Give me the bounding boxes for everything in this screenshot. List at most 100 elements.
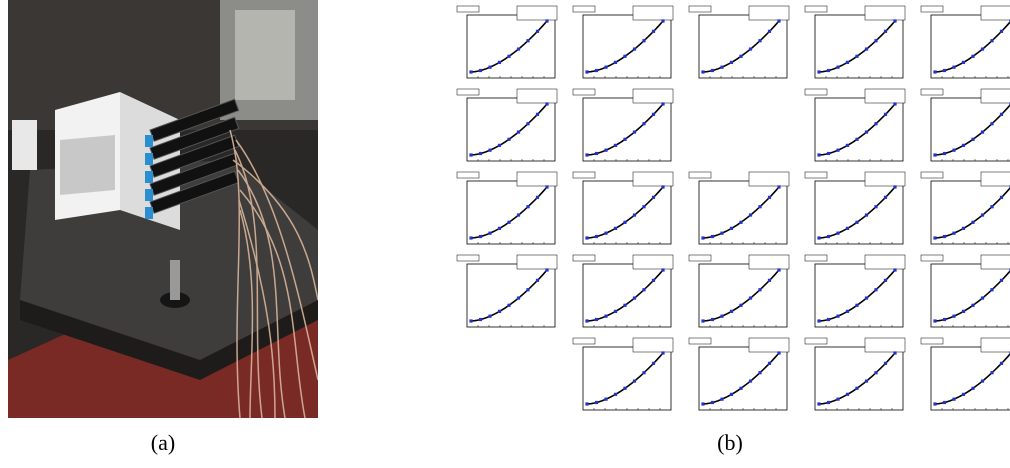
- mini-fit-curve: [470, 103, 548, 156]
- mini-point: [767, 195, 772, 199]
- mini-point: [883, 195, 888, 199]
- mini-point: [642, 371, 646, 375]
- mini-point: [526, 39, 530, 43]
- mini-stats-box: [980, 254, 1010, 270]
- mini-point: [661, 102, 665, 106]
- mini-point: [497, 309, 502, 313]
- mini-stats-box: [516, 5, 558, 21]
- mini-point: [642, 122, 646, 126]
- mini-plot-frame: [814, 180, 904, 245]
- mini-point: [478, 317, 483, 322]
- panel-label: (a): [151, 430, 175, 455]
- mini-point: [971, 220, 975, 224]
- mini-point: [701, 70, 705, 74]
- mini-point: [623, 303, 627, 307]
- mini-point: [826, 151, 831, 156]
- mini-plot-frame: [698, 14, 788, 79]
- mini-title-box: [804, 171, 828, 179]
- mini-point: [855, 54, 859, 58]
- mini-point: [855, 220, 859, 224]
- mini-point: [961, 60, 966, 64]
- mini-fit-curve: [934, 20, 1010, 73]
- mini-point: [604, 314, 608, 318]
- mini-point: [651, 112, 656, 116]
- mini-point: [651, 361, 656, 365]
- mini-point: [817, 402, 821, 406]
- mini-point: [855, 303, 859, 307]
- mini-point: [661, 268, 665, 272]
- mini-point: [516, 296, 521, 300]
- mini-point: [893, 351, 897, 355]
- mini-point: [545, 102, 549, 106]
- mini-title-box: [920, 5, 944, 13]
- mini-point: [893, 102, 897, 106]
- mini-plot-frame: [582, 97, 672, 162]
- mini-point: [488, 231, 492, 235]
- mini-point: [516, 213, 521, 217]
- mini-point: [942, 68, 947, 73]
- mini-fit-curve: [818, 186, 896, 239]
- mini-point: [594, 234, 599, 239]
- mini-plot-frame: [582, 14, 672, 79]
- mini-title-box: [688, 254, 712, 262]
- mini-fit-curve: [818, 269, 896, 322]
- mini-point: [623, 54, 627, 58]
- mini-fit-curve: [702, 20, 780, 73]
- mini-stats-box: [980, 337, 1010, 353]
- mini-point: [777, 351, 781, 355]
- mini-point: [585, 70, 589, 74]
- mini-point: [883, 361, 888, 365]
- mini-point: [701, 319, 705, 323]
- mini-stats-box: [748, 337, 790, 353]
- mini-point: [855, 137, 859, 141]
- mini-stats-box: [864, 254, 906, 270]
- mini-plot-frame: [814, 14, 904, 79]
- mini-fit-curve: [702, 186, 780, 239]
- mini-point: [999, 278, 1004, 282]
- mini-stats-box: [980, 5, 1010, 21]
- mini-point: [739, 220, 743, 224]
- mini-fit-curve: [586, 103, 664, 156]
- mini-point: [729, 226, 734, 230]
- mini-point: [469, 70, 473, 74]
- mini-fit-curve: [586, 186, 664, 239]
- mini-fit-curve: [702, 352, 780, 405]
- mini-point: [701, 402, 705, 406]
- mini-point: [710, 68, 715, 73]
- mini-title-box: [572, 254, 596, 262]
- mini-title-box: [456, 88, 480, 96]
- mini-stats-box: [864, 5, 906, 21]
- mini-title-box: [572, 171, 596, 179]
- mini-point: [469, 319, 473, 323]
- mini-plot-frame: [814, 97, 904, 162]
- mini-point: [623, 137, 627, 141]
- mini-point: [999, 195, 1004, 199]
- mini-point: [758, 288, 762, 292]
- mini-stats-box: [516, 88, 558, 104]
- mini-point: [632, 47, 637, 51]
- mini-point: [817, 70, 821, 74]
- mini-point: [933, 236, 937, 240]
- mini-point: [893, 185, 897, 189]
- mini-plot-frame: [698, 180, 788, 245]
- mini-point: [526, 122, 530, 126]
- mini-point: [535, 112, 540, 116]
- mini-point: [767, 361, 772, 365]
- mini-point: [971, 54, 975, 58]
- mini-fit-curve: [470, 269, 548, 322]
- mini-plot-frame: [466, 263, 556, 328]
- mini-point: [961, 392, 966, 396]
- mini-stats-box: [980, 171, 1010, 187]
- mini-plot-frame: [930, 97, 1010, 162]
- mini-point: [845, 60, 850, 64]
- mini-point: [488, 314, 492, 318]
- mini-point: [651, 195, 656, 199]
- mini-point: [661, 185, 665, 189]
- mini-stats-box: [748, 171, 790, 187]
- mini-point: [585, 319, 589, 323]
- mini-point: [535, 278, 540, 282]
- mini-point: [758, 205, 762, 209]
- mini-point: [980, 379, 985, 383]
- mini-point: [883, 29, 888, 33]
- mini-title-box: [572, 5, 596, 13]
